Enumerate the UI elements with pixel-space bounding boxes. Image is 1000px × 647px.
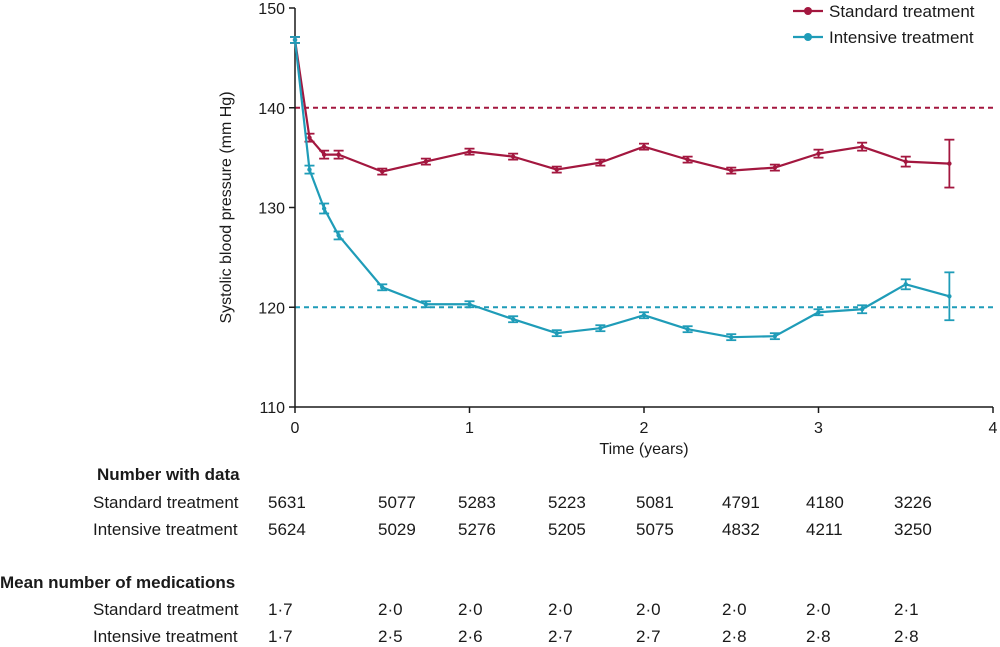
data-point [292, 37, 298, 43]
series-line [293, 39, 950, 339]
number-with-data-cell: 5223 [548, 493, 586, 512]
data-point [554, 330, 559, 336]
series-layer [290, 36, 955, 342]
mean-medications-cell: 2·8 [806, 627, 831, 646]
data-point [859, 144, 865, 149]
data-point [903, 282, 908, 287]
mean-medications-cell: 1·7 [268, 600, 293, 619]
data-point [947, 161, 952, 166]
mean-medications-cell: 2·0 [548, 600, 573, 619]
bp-line-chart: 110 120 130 140 150 0 1 2 3 4 Time (years) Systolic… [218, 1, 998, 458]
data-point [772, 165, 778, 170]
data-point [321, 152, 327, 157]
number-with-data-cell: 4180 [806, 493, 844, 512]
data-point [336, 152, 341, 157]
x-axis-title: Time (years) [599, 441, 688, 458]
data-point [380, 169, 385, 174]
mean-medications-cell: 2·0 [458, 600, 483, 619]
data-point [598, 325, 603, 331]
number-with-data-cell: 5205 [548, 520, 586, 539]
number-with-data-cell: 5283 [458, 493, 496, 512]
x-tick-label: 4 [989, 420, 998, 437]
mean-medications-cell: 1·7 [268, 627, 293, 646]
data-point [816, 310, 821, 315]
number-with-data-row-label: Intensive treatment [93, 520, 238, 539]
data-point [510, 154, 516, 159]
x-tick-label: 0 [291, 420, 300, 437]
number-with-data-cell: 5631 [268, 493, 306, 512]
data-point [685, 157, 690, 162]
number-with-data-cell: 5081 [636, 493, 674, 512]
data-point [729, 334, 734, 340]
y-axis-title: Systolic blood pressure (mm Hg) [218, 91, 235, 323]
mean-medications-cell: 2·8 [722, 627, 747, 646]
series-1 [290, 36, 955, 342]
mean-medications-cell: 2·7 [636, 627, 661, 646]
number-with-data-cell: 4211 [806, 520, 843, 539]
x-tick-label: 3 [814, 420, 823, 437]
data-point [641, 144, 647, 149]
axes: 110 120 130 140 150 0 1 2 3 4 Time (years) Systolic… [218, 1, 998, 458]
number-with-data-cell: 5624 [268, 520, 306, 539]
number-with-data-heading: Number with data [97, 465, 240, 484]
legend: Standard treatment Intensive treatment [793, 2, 975, 47]
mean-medications-heading: Mean number of medications [0, 573, 236, 592]
number-with-data-cell: 5075 [636, 520, 674, 539]
x-tick-label: 2 [640, 420, 649, 437]
mean-medications-cell: 2·6 [458, 627, 483, 646]
y-tick-label: 130 [258, 201, 285, 218]
mean-medications-cell: 2·5 [378, 627, 403, 646]
number-with-data-cell: 5029 [378, 520, 416, 539]
number-with-data-row-label: Standard treatment [93, 493, 239, 512]
legend-label: Standard treatment [829, 2, 975, 21]
y-tick-label: 110 [259, 400, 285, 417]
data-point [554, 167, 559, 172]
data-point [321, 206, 327, 211]
data-point [947, 294, 952, 299]
data-point [685, 326, 690, 332]
data-point [772, 333, 778, 339]
data-point [467, 302, 472, 307]
data-point [859, 307, 865, 312]
data-point [380, 285, 385, 290]
reference-lines [295, 106, 993, 309]
data-point [816, 151, 821, 156]
y-tick-label: 150 [258, 1, 285, 18]
data-point [467, 149, 472, 154]
data-point [423, 302, 429, 307]
data-point [423, 159, 429, 164]
legend-swatch-dot [804, 33, 812, 41]
y-tick-label: 140 [258, 101, 285, 118]
number-with-data-cell: 4791 [722, 493, 760, 512]
data-point [336, 233, 341, 238]
data-point [307, 167, 312, 172]
mean-medications-cell: 2·7 [548, 627, 573, 646]
number-with-data-cell: 3250 [894, 520, 932, 539]
data-point [641, 313, 647, 318]
data-point [598, 160, 603, 165]
x-tick-label: 1 [465, 420, 474, 437]
series-0 [290, 36, 955, 189]
number-with-data-cell: 5276 [458, 520, 496, 539]
mean-medications-cell: 2·0 [806, 600, 831, 619]
mean-medications-row-label: Intensive treatment [93, 627, 238, 646]
mean-medications-cell: 2·0 [378, 600, 403, 619]
mean-medications-row-label: Standard treatment [93, 600, 239, 619]
legend-swatch-dot [804, 7, 812, 15]
number-with-data-cell: 3226 [894, 493, 932, 512]
y-tick-label: 120 [258, 300, 285, 317]
number-with-data-cell: 4832 [722, 520, 760, 539]
mean-medications-cell: 2·0 [722, 600, 747, 619]
series-line [293, 39, 950, 173]
legend-label: Intensive treatment [829, 28, 974, 47]
number-with-data-cell: 5077 [378, 493, 416, 512]
data-point [307, 135, 312, 140]
mean-medications-cell: 2·1 [894, 600, 919, 619]
data-point [903, 159, 908, 164]
data-point [729, 168, 734, 173]
mean-medications-cell: 2·0 [636, 600, 661, 619]
mean-medications-cell: 2·8 [894, 627, 919, 646]
data-point [510, 317, 516, 322]
